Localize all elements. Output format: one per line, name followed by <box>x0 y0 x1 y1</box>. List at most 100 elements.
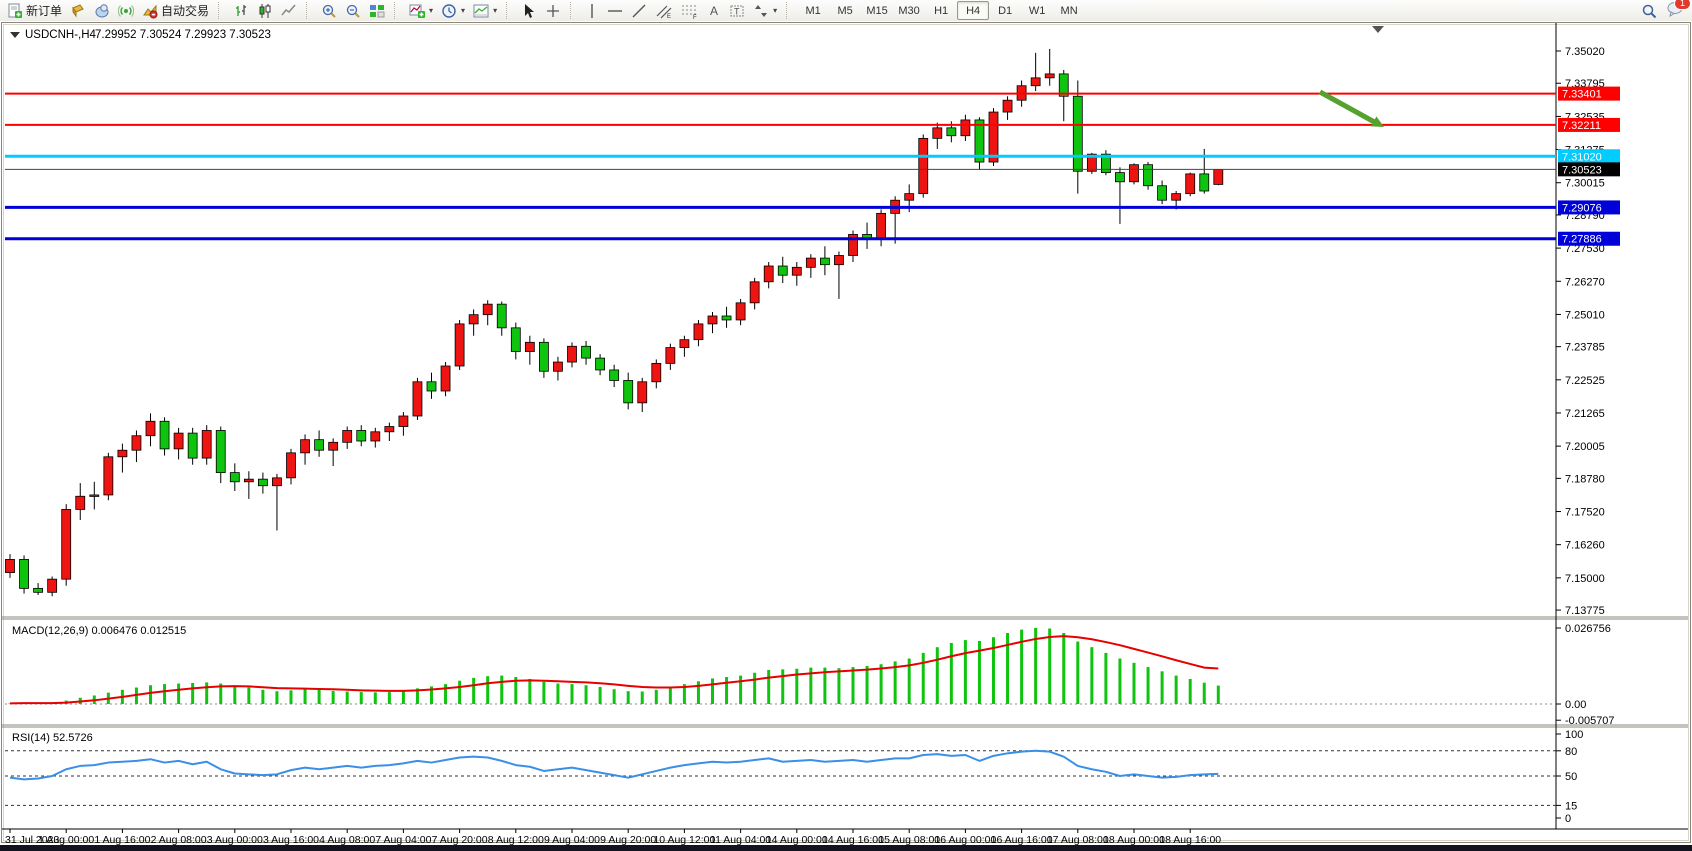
chart-shift-marker[interactable] <box>1372 26 1384 33</box>
toolbar-separator <box>306 2 312 19</box>
timeframe-mn-button[interactable]: MN <box>1060 4 1078 17</box>
time-tick-label[interactable]: 4 Aug 08:00 <box>319 834 375 845</box>
candle-down <box>1072 95 1083 172</box>
timeframe-m30-button[interactable]: M30 <box>898 4 920 17</box>
signals-button[interactable] <box>114 1 138 21</box>
time-tick-label[interactable]: 9 Aug 20:00 <box>600 834 656 845</box>
time-tick-label[interactable]: 2 Aug 08:00 <box>151 834 207 845</box>
periods-button[interactable]: ▾ <box>437 1 469 21</box>
template-icon <box>473 4 489 17</box>
vertical-line-button[interactable] <box>581 1 603 21</box>
taskbar-edge <box>0 845 1692 851</box>
candle-down <box>595 357 605 371</box>
candle-up <box>1002 99 1013 113</box>
time-tick-label[interactable]: 14 Aug 00:00 <box>766 834 828 845</box>
time-tick-label[interactable]: 15 Aug 08:00 <box>878 834 940 845</box>
crosshair-icon <box>547 4 560 17</box>
candle-down <box>539 341 549 372</box>
time-tick-label[interactable]: 3 Aug 16:00 <box>263 834 319 845</box>
notification-badge: 1 <box>1674 0 1691 10</box>
toolbar-separator <box>218 2 224 19</box>
timeframe-d1-button[interactable]: D1 <box>998 4 1013 17</box>
candle-up <box>384 426 395 433</box>
candle-up <box>707 315 718 325</box>
trendline-button[interactable] <box>627 1 651 21</box>
candle-up <box>272 477 282 487</box>
time-tick-label[interactable]: 16 Aug 00:00 <box>934 834 996 845</box>
tile-windows-button[interactable] <box>365 1 389 21</box>
symbol-dropdown-icon[interactable] <box>10 32 20 38</box>
timeframe-m1-button[interactable]: M1 <box>805 4 821 17</box>
chart-canvas[interactable]: 7.350207.337957.325357.312757.300157.287… <box>0 21 1692 845</box>
autotrading-label: 自动交易 <box>161 4 210 18</box>
indicators-button[interactable]: ▾ <box>405 1 437 21</box>
chart-window[interactable]: 7.350207.337957.325357.312757.300157.287… <box>0 21 1692 845</box>
candle-up <box>1185 173 1196 195</box>
notifications-button[interactable]: 1 <box>1667 0 1691 20</box>
bars-chart-button[interactable] <box>229 1 253 21</box>
crosshair-button[interactable] <box>541 1 565 21</box>
time-tick-label[interactable]: 11 Aug 04:00 <box>710 834 771 845</box>
candle-down <box>1115 172 1125 183</box>
arrow-head[interactable] <box>1371 116 1384 127</box>
price-tick-label: 7.13775 <box>1565 605 1605 617</box>
price-tick-label: 7.25010 <box>1565 309 1605 321</box>
arrow-object[interactable] <box>1318 89 1380 127</box>
candle-down <box>356 430 367 442</box>
candle-up <box>117 449 128 458</box>
time-tick-label[interactable]: 14 Aug 16:00 <box>822 834 884 845</box>
new-order-button[interactable]: 新订单 <box>3 1 66 21</box>
time-tick-label[interactable]: 9 Aug 04:00 <box>544 834 600 845</box>
time-tick-label[interactable]: 16 Aug 16:00 <box>991 834 1053 845</box>
candle-up <box>1086 153 1097 172</box>
timeframe-m15-button[interactable]: M15 <box>866 4 888 17</box>
timeframe-w1-button[interactable]: W1 <box>1028 4 1046 17</box>
text-button[interactable]: A <box>703 1 725 21</box>
equidistant-channel-button[interactable]: E <box>651 1 677 21</box>
arrows-button[interactable]: ▾ <box>749 1 781 21</box>
time-tick-label[interactable]: 18 Aug 16:00 <box>1159 834 1221 845</box>
candle-up <box>145 420 156 437</box>
zoom-in-icon <box>322 4 336 18</box>
horizontal-line-button[interactable] <box>603 1 627 21</box>
candle-up <box>904 193 915 201</box>
data-window-button[interactable] <box>90 1 114 21</box>
zoom-in-button[interactable] <box>317 1 341 21</box>
chart-ohlc-values: 7.29952 7.30524 7.29923 7.30523 <box>95 29 271 41</box>
candle-up <box>567 345 577 363</box>
time-tick-label[interactable]: 1 Aug 00:00 <box>38 834 94 845</box>
svg-text:E: E <box>667 14 671 19</box>
time-tick-label[interactable]: 7 Aug 20:00 <box>432 834 488 845</box>
timeframe-h1-button[interactable]: H1 <box>934 4 949 17</box>
candle-up <box>243 478 254 483</box>
candle-down <box>314 439 325 451</box>
timeframe-h4-button[interactable]: H4 <box>957 1 990 20</box>
time-tick-label[interactable]: 7 Aug 04:00 <box>375 834 431 845</box>
candlestick-chart-button[interactable] <box>253 1 277 21</box>
candle-up <box>173 432 184 450</box>
time-tick-label[interactable]: 17 Aug 08:00 <box>1047 834 1109 845</box>
time-tick-label[interactable]: 1 Aug 16:00 <box>94 834 150 845</box>
search-icon[interactable] <box>1641 3 1657 19</box>
macd-axis-label: 0.00 <box>1565 699 1586 711</box>
timeframe-m5-button[interactable]: M5 <box>837 4 853 17</box>
time-tick-label[interactable]: 10 Aug 12:00 <box>653 834 715 845</box>
macd-label: MACD(12,26,9) 0.006476 0.012515 <box>12 625 186 637</box>
svg-text:T: T <box>734 6 740 16</box>
main-toolbar: 新订单 自动交易 <box>0 0 1692 22</box>
time-tick-label[interactable]: 31 Jul 2023 <box>5 834 59 845</box>
line-chart-button[interactable] <box>277 1 301 21</box>
market-watch-button[interactable] <box>66 1 90 21</box>
time-tick-label[interactable]: 18 Aug 00:00 <box>1103 834 1165 845</box>
candle-up <box>834 255 844 266</box>
dropdown-caret-icon: ▾ <box>493 6 498 15</box>
time-tick-label[interactable]: 3 Aug 00:00 <box>207 834 263 845</box>
fibonacci-button[interactable]: F <box>677 1 703 21</box>
cursor-button[interactable] <box>517 1 541 21</box>
text-label-button[interactable]: T <box>725 1 749 21</box>
templates-button[interactable]: ▾ <box>469 1 501 21</box>
time-tick-label[interactable]: 8 Aug 12:00 <box>488 834 544 845</box>
zoom-out-button[interactable] <box>341 1 365 21</box>
candle-down <box>19 559 29 589</box>
autotrading-button[interactable]: 自动交易 <box>138 1 213 21</box>
